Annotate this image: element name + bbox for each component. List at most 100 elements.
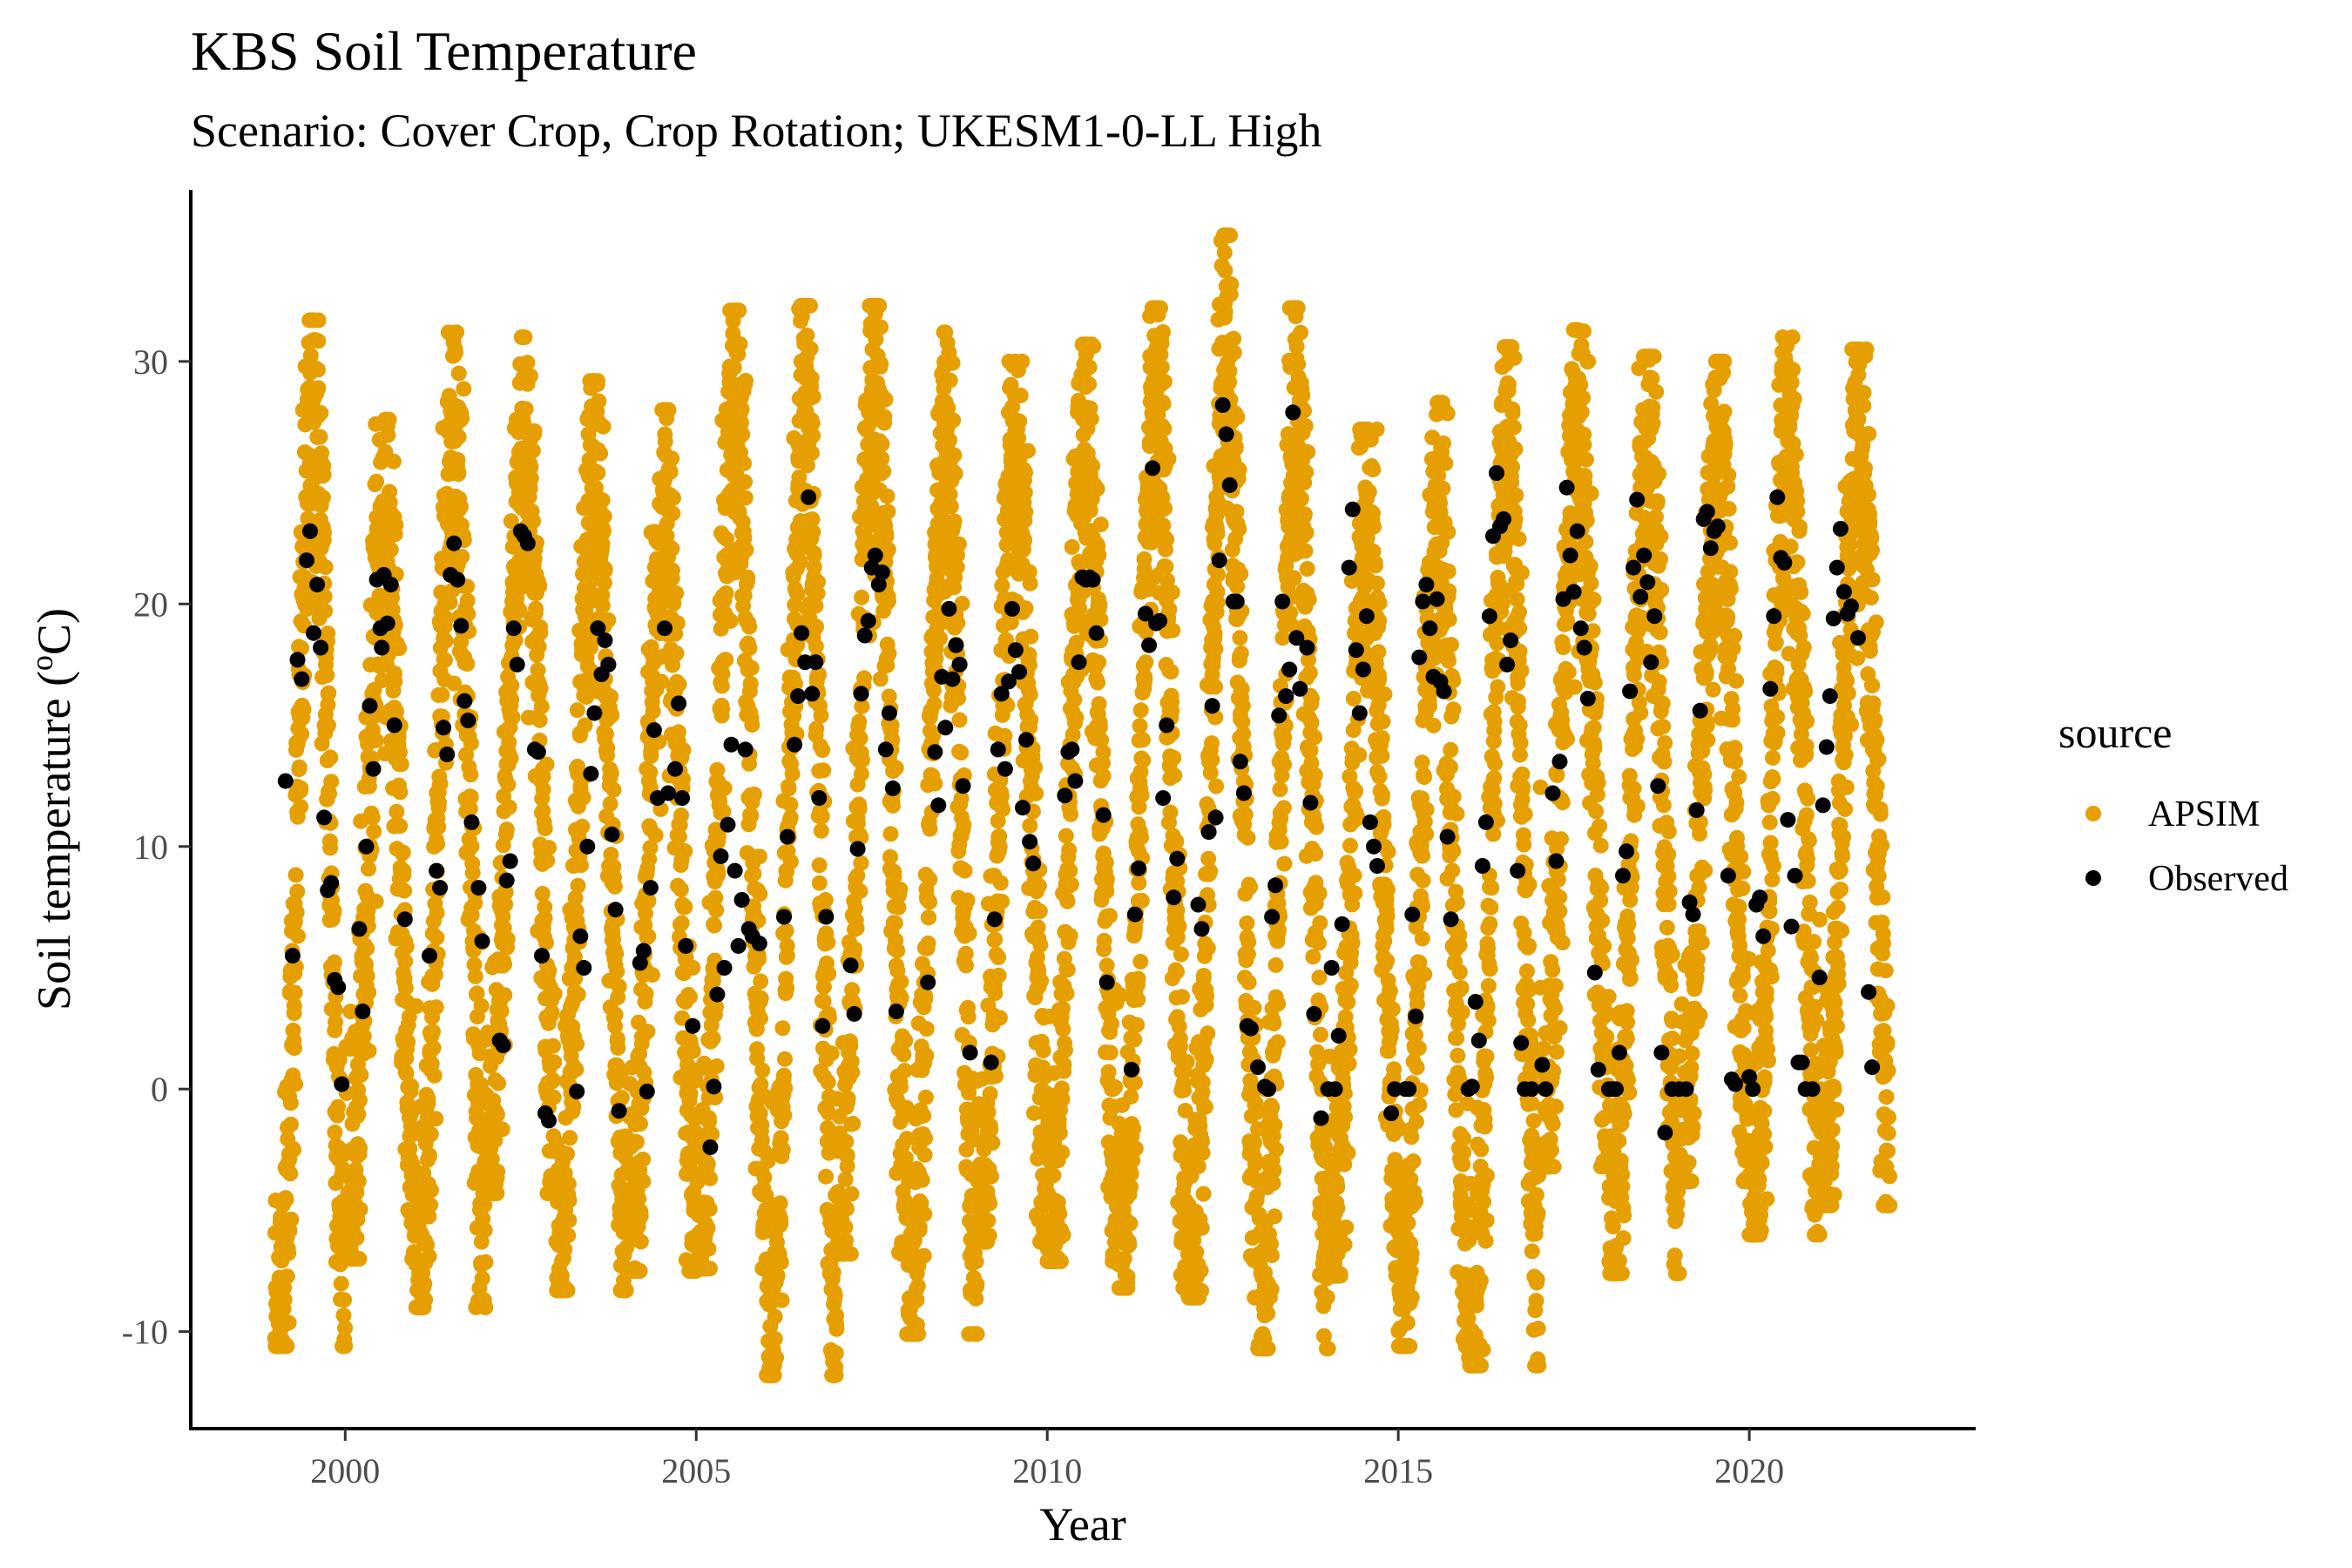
apsim-point <box>1092 597 1108 613</box>
apsim-point <box>400 1033 416 1050</box>
apsim-point <box>1055 1021 1071 1037</box>
apsim-point <box>350 1173 367 1189</box>
apsim-point <box>921 909 937 926</box>
apsim-point <box>501 799 517 815</box>
apsim-point <box>708 902 725 918</box>
apsim-point <box>594 598 611 614</box>
apsim-point <box>1135 752 1152 768</box>
apsim-point <box>1138 654 1154 671</box>
apsim-point <box>1157 500 1173 517</box>
chart-subtitle: Scenario: Cover Crop, Crop Rotation; UKE… <box>191 105 1321 157</box>
apsim-point <box>960 1009 977 1025</box>
apsim-point <box>1194 1074 1211 1091</box>
apsim-point <box>434 686 450 703</box>
apsim-point <box>914 1172 930 1188</box>
apsim-point <box>497 987 513 1004</box>
apsim-point <box>287 984 303 1001</box>
apsim-point <box>922 871 938 888</box>
apsim-point <box>873 319 889 335</box>
apsim-point <box>1063 876 1079 893</box>
apsim-point <box>882 826 899 842</box>
apsim-point <box>983 1121 999 1138</box>
apsim-point <box>1133 787 1150 803</box>
apsim-point <box>853 766 869 782</box>
apsim-point <box>827 1288 843 1304</box>
apsim-point <box>1089 481 1105 497</box>
apsim-point <box>779 948 795 964</box>
apsim-point <box>611 978 627 995</box>
apsim-point <box>768 1349 785 1366</box>
apsim-point <box>1155 395 1172 412</box>
apsim-point <box>638 985 654 1002</box>
apsim-point <box>700 1220 716 1236</box>
apsim-point <box>380 427 396 443</box>
apsim-point <box>805 389 821 405</box>
apsim-point <box>561 1193 578 1209</box>
apsim-point <box>778 923 794 939</box>
apsim-point <box>802 297 818 314</box>
apsim-point <box>668 645 685 662</box>
apsim-point <box>1051 1125 1068 1141</box>
apsim-point <box>531 712 548 728</box>
apsim-point <box>350 1106 367 1123</box>
apsim-point <box>463 767 479 783</box>
apsim-point <box>1132 953 1149 970</box>
apsim-point <box>1206 625 1223 642</box>
apsim-point <box>432 775 449 792</box>
apsim-point <box>774 1141 791 1158</box>
apsim-point <box>950 615 966 632</box>
apsim-point <box>608 945 625 962</box>
apsim-point <box>1022 817 1038 834</box>
apsim-point <box>840 1090 856 1106</box>
apsim-point <box>1031 877 1047 894</box>
apsim-point <box>294 726 310 742</box>
apsim-point <box>889 943 906 959</box>
apsim-point <box>1023 712 1039 728</box>
apsim-point <box>1054 1145 1071 1161</box>
apsim-point <box>927 775 943 792</box>
apsim-point <box>672 882 689 898</box>
apsim-point <box>828 1345 844 1362</box>
apsim-point <box>910 1326 927 1342</box>
apsim-point <box>1031 903 1048 920</box>
apsim-point <box>289 883 306 900</box>
apsim-point <box>920 935 936 951</box>
apsim-point <box>916 1206 933 1222</box>
apsim-point <box>1019 443 1036 459</box>
apsim-point <box>1011 413 1028 429</box>
apsim-point <box>315 467 332 483</box>
apsim-point <box>607 1006 624 1023</box>
apsim-point <box>991 1010 1008 1026</box>
apsim-point <box>519 355 536 371</box>
apsim-point <box>534 886 551 902</box>
apsim-point <box>942 432 957 449</box>
apsim-point <box>632 1116 648 1132</box>
apsim-point <box>847 941 863 957</box>
apsim-point <box>361 984 377 1001</box>
apsim-point <box>421 1208 437 1225</box>
apsim-point <box>420 1095 436 1112</box>
apsim-point <box>1027 759 1044 775</box>
apsim-point <box>422 1148 437 1164</box>
apsim-point <box>664 450 680 467</box>
apsim-point <box>828 1367 844 1383</box>
apsim-point <box>810 574 826 591</box>
apsim-point <box>1056 1056 1072 1072</box>
apsim-point <box>1054 1000 1071 1017</box>
apsim-point <box>428 1111 444 1127</box>
apsim-point <box>409 998 424 1014</box>
apsim-point <box>844 1064 861 1080</box>
apsim-point <box>781 781 797 797</box>
apsim-point <box>644 967 660 983</box>
apsim-point <box>714 700 731 717</box>
apsim-point <box>918 1047 935 1064</box>
apsim-point <box>428 999 444 1016</box>
apsim-point <box>302 348 319 363</box>
apsim-point <box>753 990 769 1006</box>
apsim-point <box>984 1134 1001 1151</box>
apsim-point <box>918 1021 935 1037</box>
apsim-point <box>335 1308 352 1324</box>
apsim-point <box>677 899 693 916</box>
apsim-point <box>823 1045 840 1062</box>
apsim-point <box>876 409 893 425</box>
